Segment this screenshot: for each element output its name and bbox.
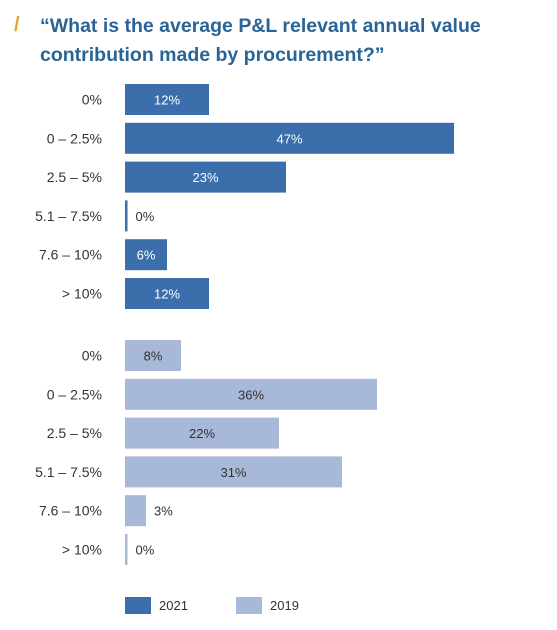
- data-label: 0%: [136, 543, 155, 558]
- bar: [125, 456, 342, 488]
- category-label: > 10%: [62, 286, 102, 302]
- bar: [125, 239, 167, 271]
- bar: [125, 278, 209, 309]
- title-mark: /: [14, 14, 20, 36]
- data-label: 3%: [154, 504, 173, 519]
- category-label: 0%: [82, 92, 102, 108]
- category-label: 0 – 2.5%: [47, 386, 102, 402]
- legend-swatch: [236, 597, 262, 614]
- bar: [125, 122, 454, 154]
- bar: [125, 84, 209, 115]
- bar: [125, 495, 146, 527]
- category-label: 2.5 – 5%: [47, 169, 102, 185]
- data-label: 12%: [154, 287, 180, 302]
- bar: [125, 161, 286, 193]
- category-label: 5.1 – 7.5%: [35, 208, 102, 224]
- category-label: 0 – 2.5%: [47, 130, 102, 146]
- bar: [125, 417, 279, 449]
- category-label: 5.1 – 7.5%: [35, 464, 102, 480]
- data-label: 23%: [192, 170, 218, 185]
- data-label: 22%: [189, 426, 215, 441]
- category-label: 2.5 – 5%: [47, 425, 102, 441]
- data-label: 0%: [136, 209, 155, 224]
- chart-title: “What is the average P&L relevant annual…: [40, 15, 481, 66]
- bar: [125, 534, 128, 565]
- legend-label: 2019: [270, 598, 299, 613]
- data-label: 12%: [154, 93, 180, 108]
- data-label: 47%: [276, 131, 302, 146]
- bar: [125, 200, 128, 232]
- bar: [125, 340, 181, 371]
- category-label: 0%: [82, 348, 102, 364]
- legend-label: 2021: [159, 598, 188, 613]
- data-label: 36%: [238, 387, 264, 402]
- legend-swatch: [125, 597, 151, 614]
- category-label: 7.6 – 10%: [39, 247, 102, 263]
- category-label: > 10%: [62, 542, 102, 558]
- data-label: 31%: [220, 465, 246, 480]
- bar: [125, 378, 377, 410]
- data-label: 6%: [137, 248, 156, 263]
- category-label: 7.6 – 10%: [39, 503, 102, 519]
- data-label: 8%: [144, 349, 163, 364]
